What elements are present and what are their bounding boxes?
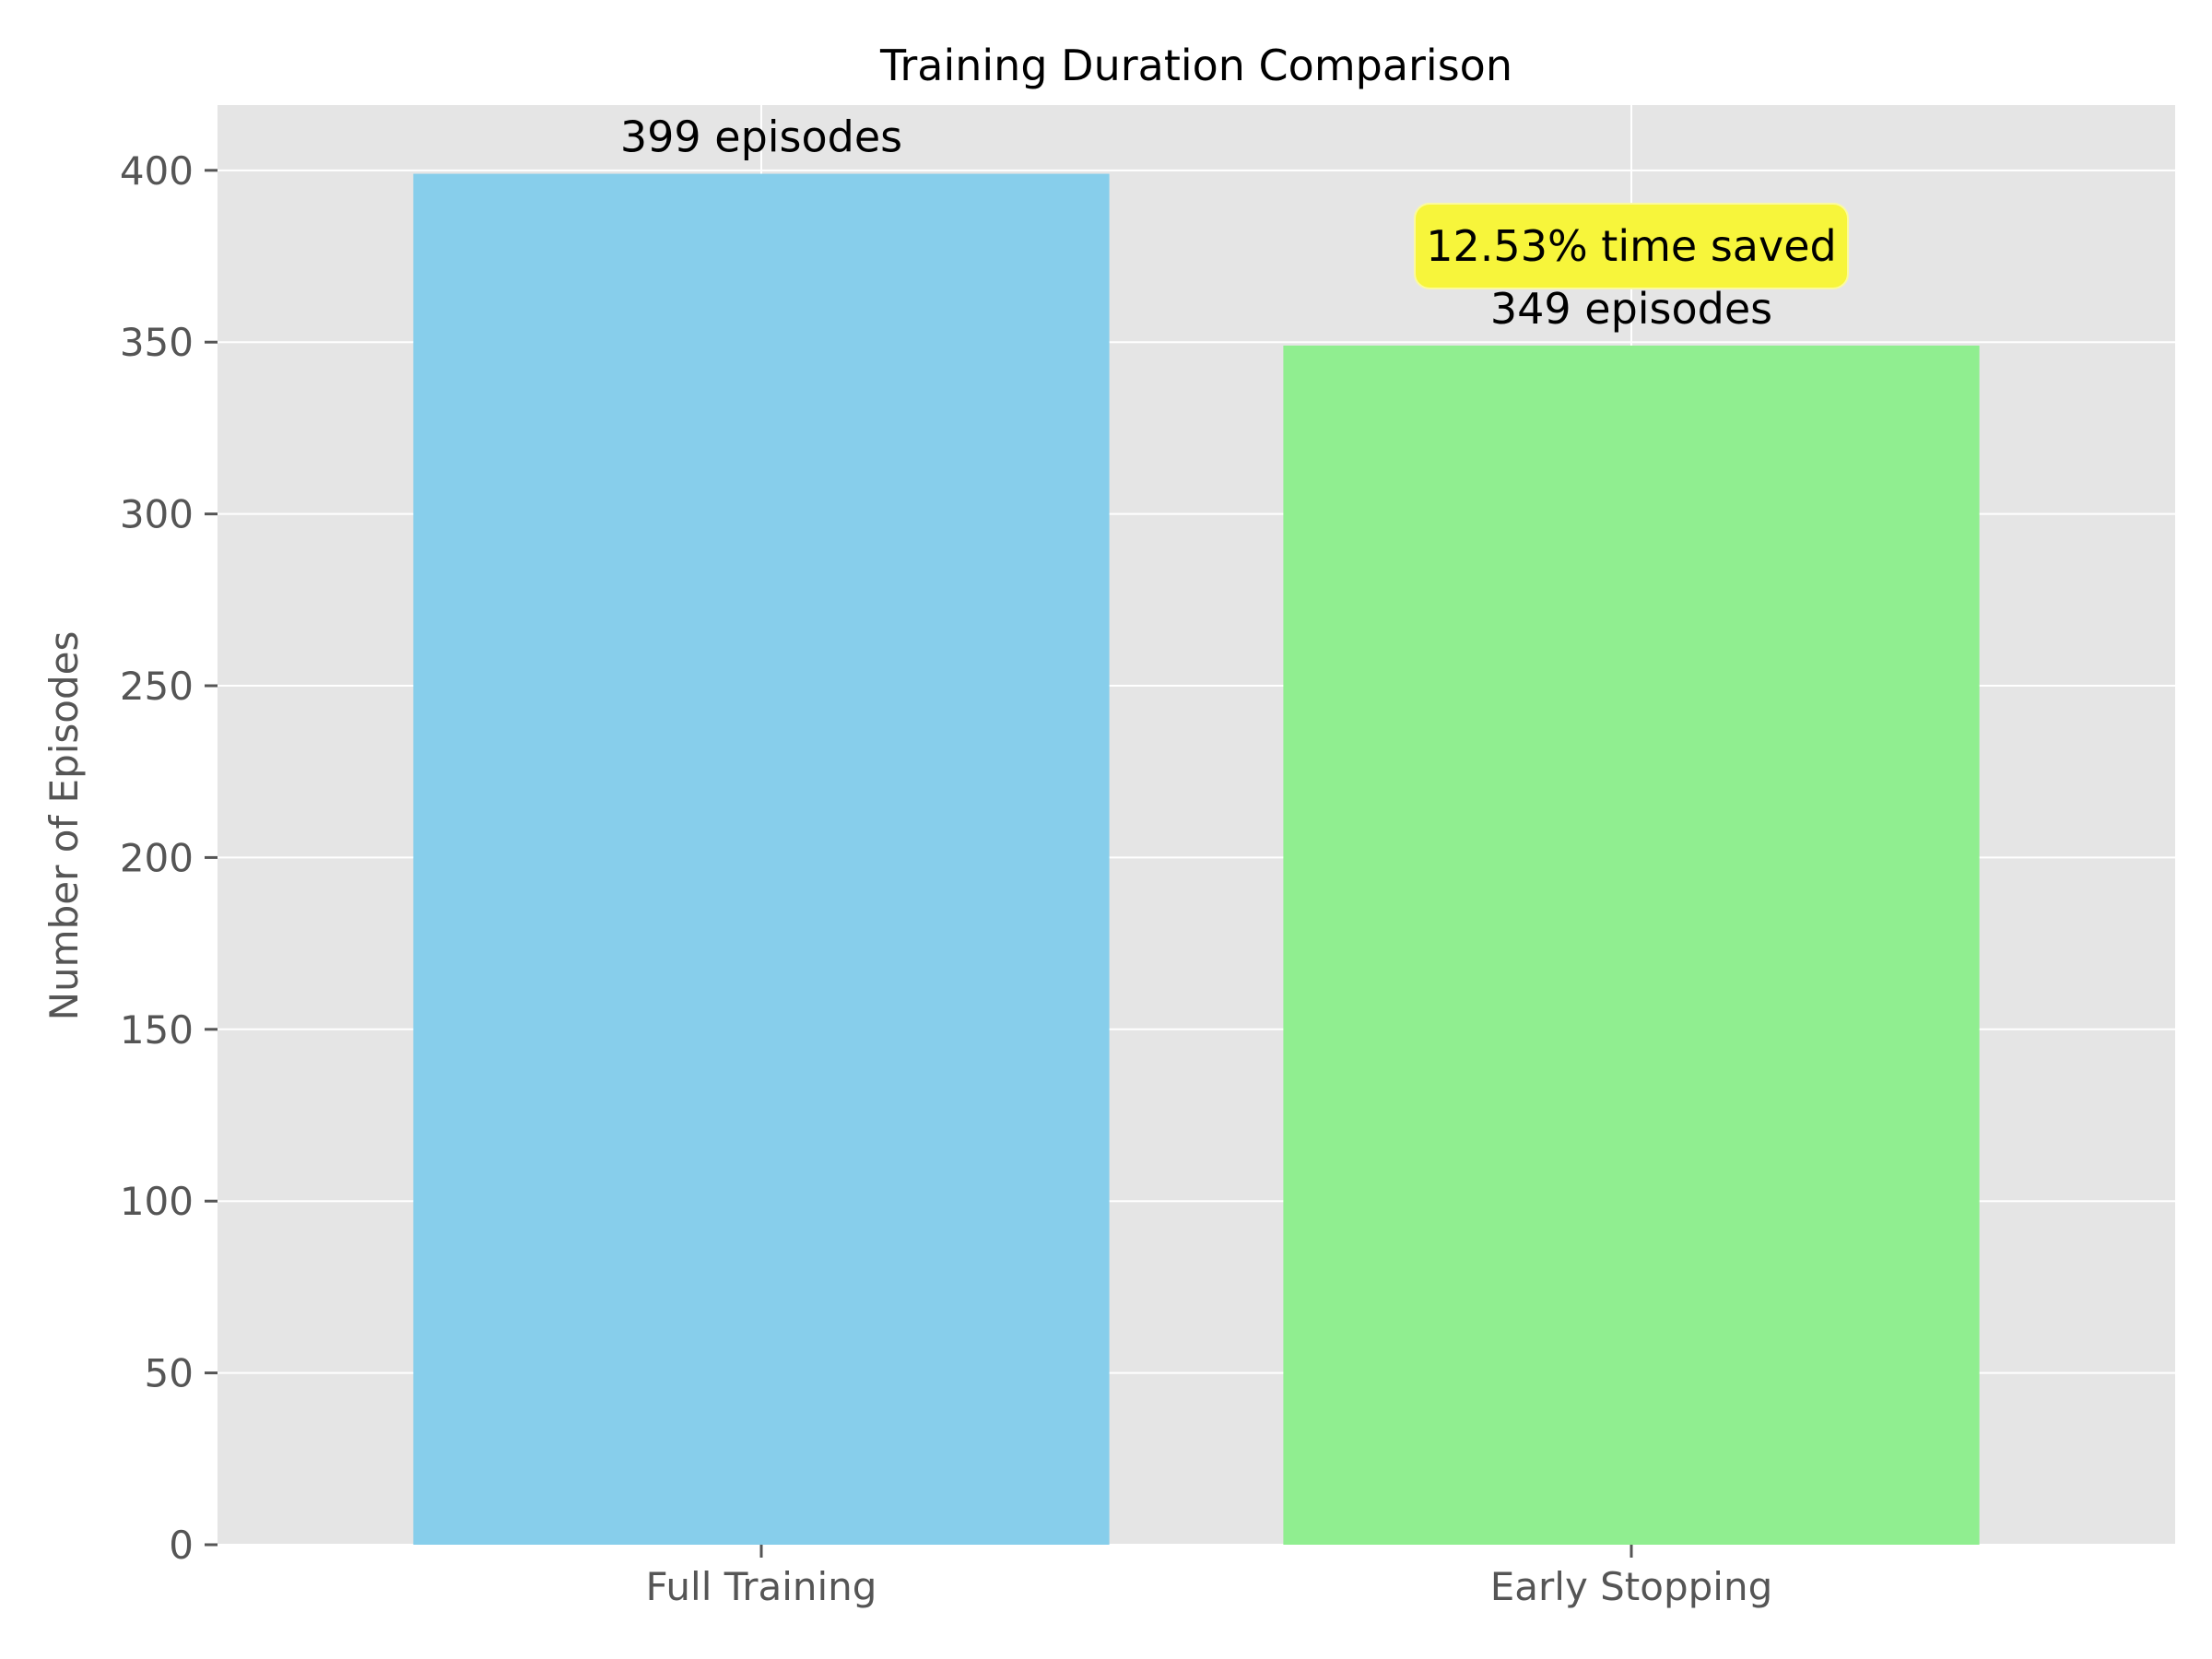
- bar-value-label: 399 episodes: [620, 112, 902, 162]
- y-tick-label: 100: [120, 1179, 194, 1224]
- y-tick-label: 150: [120, 1007, 194, 1053]
- y-tick-label: 0: [169, 1523, 194, 1568]
- y-tick-label: 250: [120, 664, 194, 709]
- y-tick-label: 50: [145, 1351, 194, 1396]
- bar-value-label: 349 episodes: [1490, 284, 1772, 334]
- y-tick-label: 400: [120, 148, 194, 194]
- annotation-box: [1414, 202, 1849, 289]
- y-tick-label: 300: [120, 492, 194, 537]
- chart-title: Training Duration Comparison: [879, 41, 1512, 90]
- y-axis-label: Number of Episodes: [41, 631, 87, 1021]
- y-tick-label: 200: [120, 835, 194, 880]
- bar-full-training: [413, 173, 1110, 1545]
- x-tick-label: Full Training: [646, 1564, 877, 1609]
- bar-early-stopping: [1283, 345, 1980, 1546]
- x-tick-label: Early Stopping: [1490, 1564, 1773, 1609]
- y-tick-label: 350: [120, 320, 194, 365]
- annotation-text: 12.53% time saved: [1426, 221, 1836, 271]
